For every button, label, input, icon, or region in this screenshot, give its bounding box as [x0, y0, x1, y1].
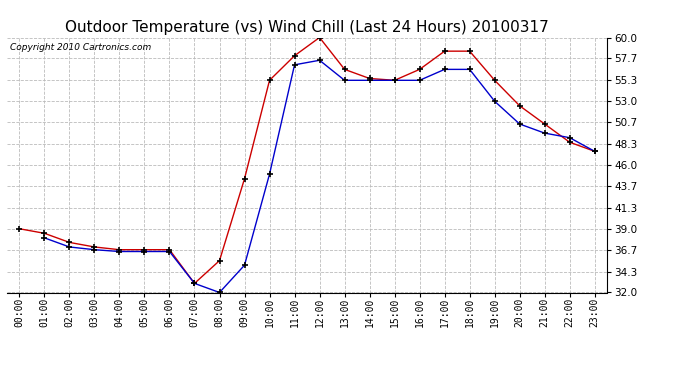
Title: Outdoor Temperature (vs) Wind Chill (Last 24 Hours) 20100317: Outdoor Temperature (vs) Wind Chill (Las… [65, 20, 549, 35]
Text: Copyright 2010 Cartronics.com: Copyright 2010 Cartronics.com [10, 43, 151, 52]
